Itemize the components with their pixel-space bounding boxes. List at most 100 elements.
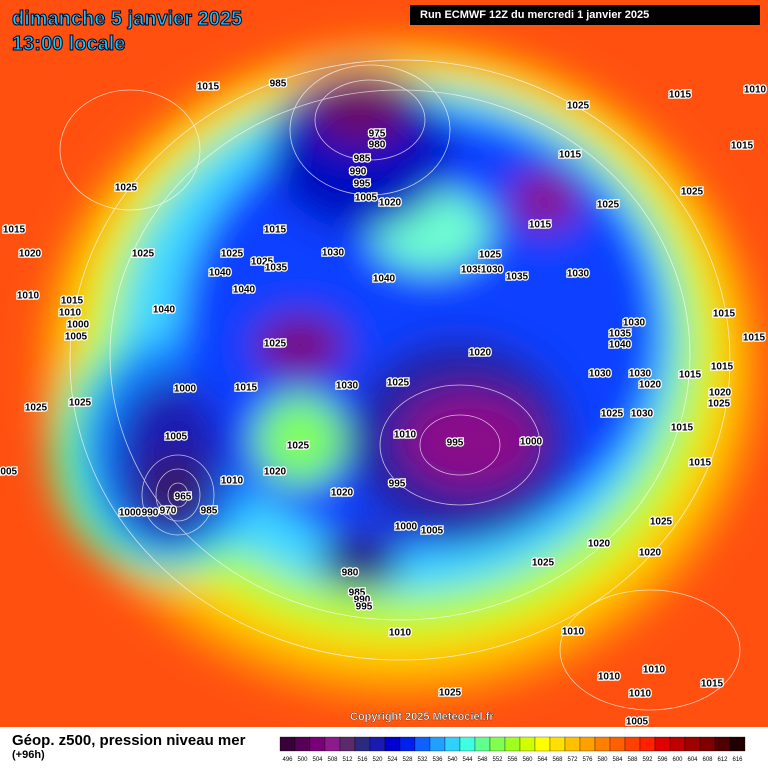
isobar-label: 990 (354, 595, 371, 606)
legend-title: Géop. z500, pression niveau mer (12, 732, 246, 749)
isobar-label: 1005 (355, 193, 378, 204)
isobar-label: 990 (350, 167, 367, 178)
isobar-label: 970 (160, 506, 177, 517)
isobar-label: 1025 (287, 441, 310, 452)
isobar-label: 1025 (25, 403, 48, 414)
isobar-label: 990 (142, 508, 159, 519)
isobar-label: 1005 (421, 526, 444, 537)
colorbar-swatch (504, 736, 521, 752)
isobar-label: 1025 (681, 187, 704, 198)
isobar-label: 995 (356, 602, 373, 613)
isobar-label: 965 (175, 492, 192, 503)
isobar-label: 1035 (506, 272, 529, 283)
isobar-label: 1025 (115, 183, 138, 194)
colorbar-label: 548 (477, 757, 488, 763)
isobar-label: 1035 (265, 263, 288, 274)
isobar-label: 1030 (567, 269, 590, 280)
isobar-label: 1005 (0, 467, 18, 478)
colorbar-label: 572 (567, 757, 578, 763)
isobar-label: 1020 (379, 198, 402, 209)
colorbar-swatch (519, 736, 536, 752)
colorbar-label: 504 (312, 757, 323, 763)
isobar-label: 1010 (221, 476, 244, 487)
colorbar-swatch (714, 736, 731, 752)
colorbar-label: 596 (657, 757, 668, 763)
isobars (59, 59, 741, 711)
colorbar-label: 516 (357, 757, 368, 763)
colorbar-swatch (294, 736, 311, 752)
height-field (40, 40, 760, 700)
colorbar-label: 608 (702, 757, 713, 763)
colorbar-label: 604 (687, 757, 698, 763)
isobar-label: 1025 (439, 688, 462, 699)
isobar-label: 1000 (119, 508, 142, 519)
isobar-label: 1010 (562, 627, 585, 638)
isobar-label: 1000 (395, 522, 418, 533)
isobar-label: 1025 (479, 250, 502, 261)
isobar-label: 1000 (67, 320, 90, 331)
colorbar-label: 508 (327, 757, 338, 763)
isobar-label: 1015 (671, 423, 694, 434)
isobar-label: 1020 (639, 548, 662, 559)
colorbar-label: 616 (732, 757, 743, 763)
isobar-label: 1020 (639, 380, 662, 391)
isobar-label: 1030 (481, 265, 504, 276)
isobar-label: 1005 (165, 432, 188, 443)
isobar-label: 1010 (389, 628, 412, 639)
isobar-label: 1035 (609, 329, 632, 340)
colorbar-label: 584 (612, 757, 623, 763)
isobar-label: 1040 (209, 268, 232, 279)
isobar-label: 985 (270, 79, 287, 90)
colorbar-label: 592 (642, 757, 653, 763)
isobar-label: 1005 (626, 717, 649, 727)
colorbar-label: 532 (417, 757, 428, 763)
colorbar-swatch (429, 736, 446, 752)
isobar-label: 1025 (251, 257, 274, 268)
isobar-label: 1020 (19, 249, 42, 260)
colorbar-swatch (654, 736, 671, 752)
isobar-label: 1030 (589, 369, 612, 380)
isobar-label: 1025 (567, 101, 590, 112)
colorbar-swatch (624, 736, 641, 752)
colorbar-label: 556 (507, 757, 518, 763)
colorbar-swatch (354, 736, 371, 752)
isobar-label: 1010 (629, 689, 652, 700)
colorbar-swatch (579, 736, 596, 752)
isobar-label: 995 (354, 179, 371, 190)
isobar-label: 1025 (264, 339, 287, 350)
colorbar-label: 536 (432, 757, 443, 763)
colorbar-label: 520 (372, 757, 383, 763)
colorbar-label: 564 (537, 757, 548, 763)
isobar-label: 1010 (598, 672, 621, 683)
colorbar-swatch (564, 736, 581, 752)
isobar-label: 1040 (609, 340, 632, 351)
colorbar-swatch (444, 736, 461, 752)
isobar-label: 1015 (679, 370, 702, 381)
colorbar-label: 496 (282, 757, 293, 763)
isobar-label: 1025 (132, 249, 155, 260)
colorbar-swatch (489, 736, 506, 752)
isobar-label: 1025 (387, 378, 410, 389)
isobar-label: 1015 (559, 150, 582, 161)
isobar-label: 975 (369, 129, 386, 140)
isobar-label: 1025 (532, 558, 555, 569)
colorbar-swatch (594, 736, 611, 752)
isobar-label: 1010 (17, 291, 40, 302)
colorbar-swatch (474, 736, 491, 752)
isobar-label: 1030 (322, 248, 345, 259)
isobar-label: 1015 (3, 225, 26, 236)
colorbar-label: 576 (582, 757, 593, 763)
isobar-label: 1010 (744, 85, 767, 96)
isobar-label: 1030 (631, 409, 654, 420)
isobar-label: 1010 (643, 665, 666, 676)
colorbar-swatch (384, 736, 401, 752)
colorbar-swatch (369, 736, 386, 752)
isobar-label: 980 (369, 140, 386, 151)
isobar-label: 1015 (669, 90, 692, 101)
isobar-label: 1025 (69, 398, 92, 409)
colorbar: 496 500 504 508 512 516 520 524 528 532 536 540 544 5… (279, 736, 746, 763)
isobar-label: 1015 (701, 679, 724, 690)
isobar-label: 1040 (233, 285, 256, 296)
